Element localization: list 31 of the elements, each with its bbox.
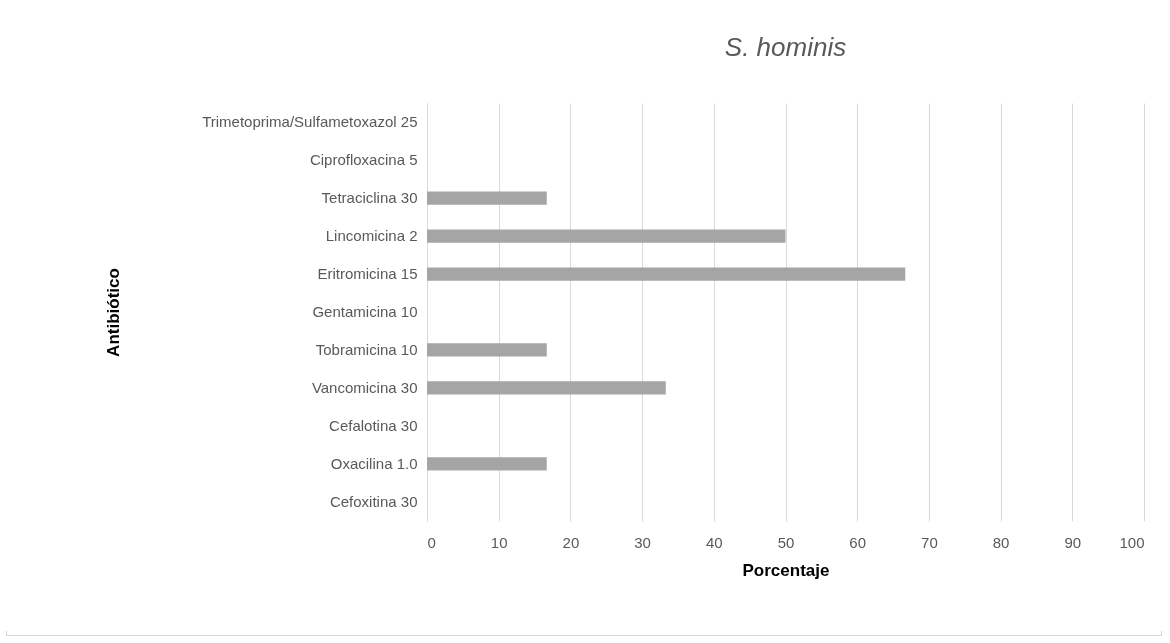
y-tick-label: Gentamicina 10 [312, 303, 418, 320]
y-tick-label: Cefalotina 30 [329, 416, 418, 434]
y-tick-label: Eritromicina 15 [317, 265, 418, 283]
bar [427, 381, 666, 395]
x-axis-title: Porcentaje [742, 560, 830, 580]
x-tick-label: 90 [1064, 533, 1082, 551]
bar [427, 267, 906, 281]
x-tick-label: 0 [427, 533, 436, 551]
x-tick-label: 50 [777, 533, 795, 551]
y-tick-label: Ciprofloxacina 5 [309, 151, 418, 169]
y-tick-label: Oxacilina 1.0 [330, 454, 418, 472]
x-tick-label: 20 [562, 533, 580, 551]
y-tick-label: Tetraciclina 30 [321, 189, 418, 207]
y-tick-label: Tobramicina 10 [315, 340, 418, 358]
x-tick-label: 60 [849, 533, 867, 551]
bar [427, 229, 786, 243]
y-tick-label: Lincomicina 2 [325, 227, 418, 245]
bar [427, 343, 547, 357]
bar [427, 191, 547, 205]
x-tick-label: 70 [921, 533, 938, 551]
y-tick-label: Cefoxitina 30 [329, 492, 418, 510]
chart-title: S. hominis [724, 32, 847, 62]
y-tick-label: Trimetoprima/Sulfametoxazol 25 [202, 113, 418, 131]
x-tick-label: 40 [705, 533, 723, 551]
bar [427, 457, 547, 471]
y-axis-title: Antibiótico [103, 268, 123, 357]
x-tick-label: 100 [1119, 533, 1145, 551]
x-tick-label: 10 [490, 533, 508, 551]
y-tick-label: Vancomicina 30 [311, 378, 418, 396]
x-tick-label: 80 [992, 533, 1010, 551]
x-tick-label: 30 [634, 533, 651, 551]
